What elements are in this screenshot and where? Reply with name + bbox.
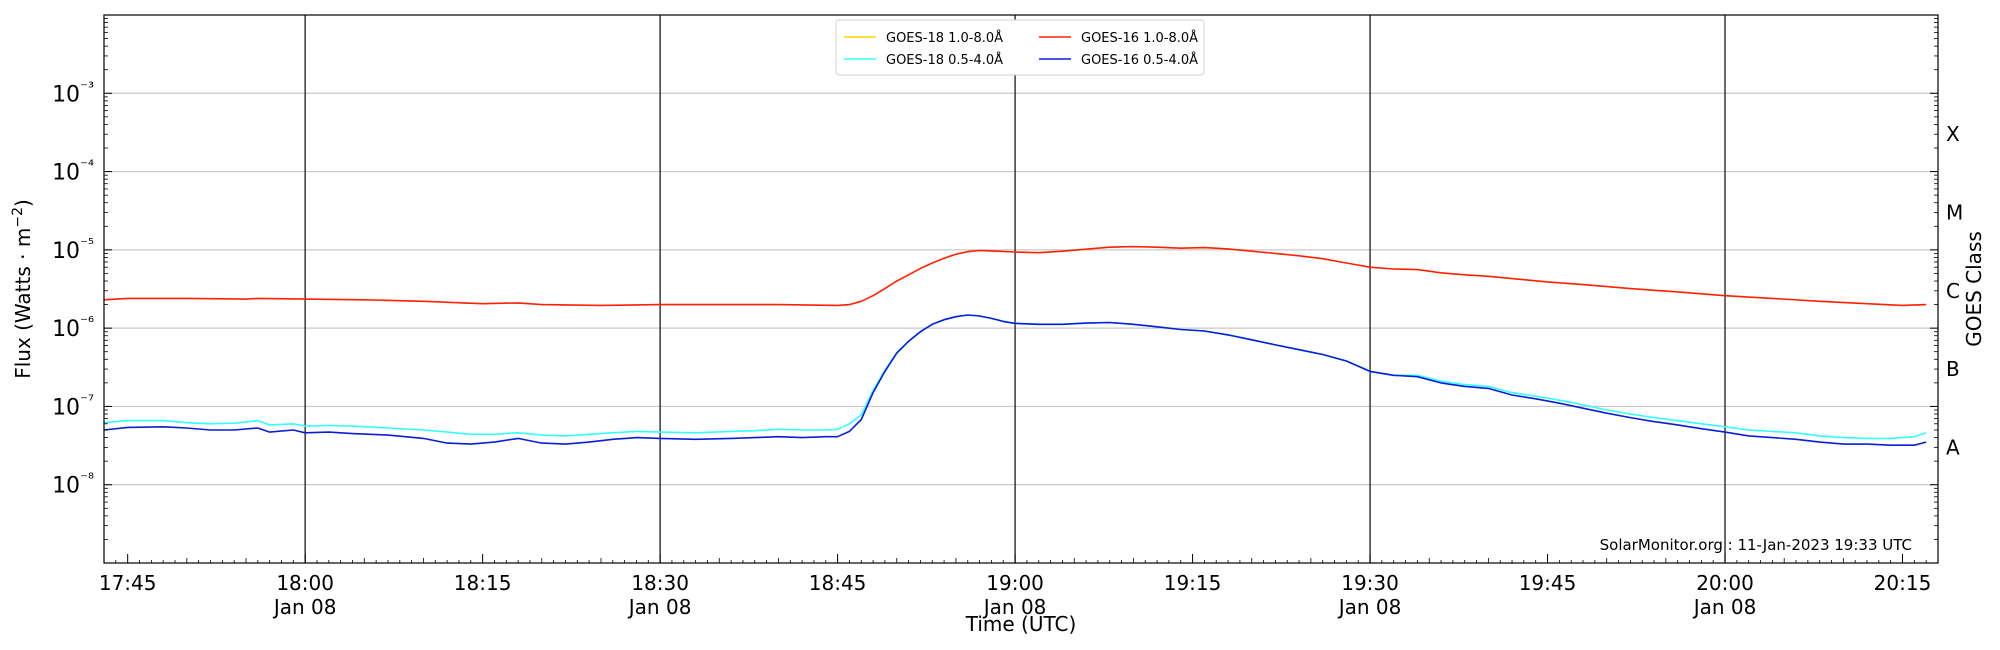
x-tick-date-label: Jan 08 xyxy=(627,595,692,619)
x-tick-label: 18:30 xyxy=(631,571,689,595)
series-line xyxy=(103,245,1927,307)
y-axis-label: Flux (Watts · m−2) xyxy=(10,199,35,379)
x-tick-label: 19:00 xyxy=(986,571,1044,595)
x-tick-label: 18:15 xyxy=(454,571,512,595)
legend-label: GOES-16 1.0-8.0Å xyxy=(1081,30,1198,46)
x-tick-label: 18:45 xyxy=(809,571,867,595)
x-tick-label: 17:45 xyxy=(99,571,157,595)
y-tick-label: 10⁻³ xyxy=(52,78,94,107)
goes-class-axis-label: GOES Class xyxy=(1962,231,1986,347)
legend-box xyxy=(835,19,1205,76)
legend-label: GOES-18 1.0-8.0Å xyxy=(886,30,1003,46)
legend-label: GOES-16 0.5-4.0Å xyxy=(1081,52,1198,68)
series-layer xyxy=(103,245,1927,446)
x-tick-label: 19:15 xyxy=(1164,571,1222,595)
x-tick-label: 19:45 xyxy=(1519,571,1577,595)
legend: GOES-18 1.0-8.0Å GOES-18 0.5-4.0Å GOES-16 … xyxy=(835,19,1205,76)
y-tick-label: 10⁻⁶ xyxy=(52,313,94,342)
series-line xyxy=(103,314,1927,446)
x-tick-date-label: Jan 08 xyxy=(982,595,1047,619)
legend-label: GOES-18 0.5-4.0Å xyxy=(886,52,1003,68)
x-axis-label: Time (UTC) xyxy=(965,612,1077,636)
credit-text: SolarMonitor.org : 11-Jan-2023 19:33 UTC xyxy=(1600,536,1912,554)
plot-frame xyxy=(103,14,1939,564)
y-tick-label: 10⁻⁸ xyxy=(52,470,94,499)
x-tick-label: 20:00 xyxy=(1696,571,1754,595)
x-tick-date-label: Jan 08 xyxy=(1337,595,1402,619)
goes-class-label: C xyxy=(1946,279,1960,303)
goes-class-label: A xyxy=(1946,435,1960,459)
x-tick-date-label: Jan 08 xyxy=(272,595,337,619)
x-tick-date-label: Jan 08 xyxy=(1692,595,1757,619)
y-tick-label: 10⁻⁷ xyxy=(52,391,94,420)
goes-class-label: X xyxy=(1946,122,1960,146)
y-tick-label: 10⁻⁴ xyxy=(52,157,94,186)
x-tick-label: 19:30 xyxy=(1341,571,1399,595)
goes-class-label: B xyxy=(1946,357,1960,381)
grid-layer xyxy=(104,15,1938,563)
y-tick-label: 10⁻⁵ xyxy=(52,235,94,264)
x-tick-label: 18:00 xyxy=(276,571,334,595)
goes-class-label: M xyxy=(1946,201,1963,225)
x-tick-label: 20:15 xyxy=(1874,571,1932,595)
